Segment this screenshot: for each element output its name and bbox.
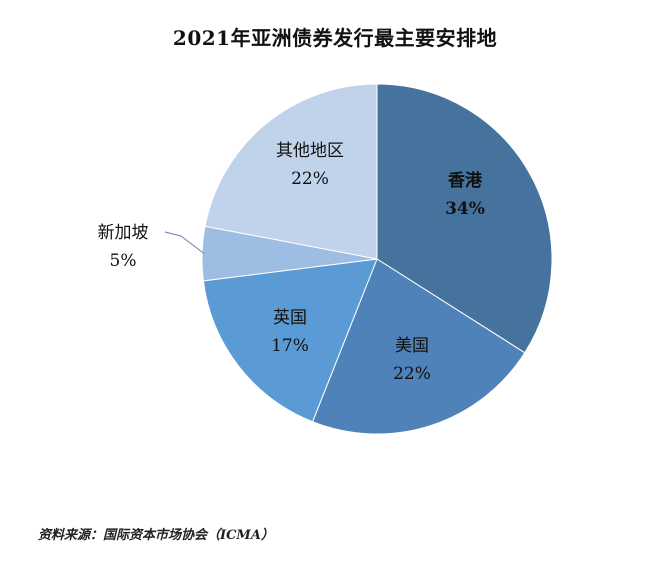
slice-labels: 香港 34% 美国 22% 英国 17% 新加坡 5% 其他地区 22%	[98, 141, 485, 384]
leader-line-3	[164, 231, 205, 255]
slice-label-3: 新加坡	[98, 223, 149, 243]
pie-slices	[201, 83, 553, 435]
slice-label-4: 其他地区	[276, 141, 344, 161]
slice-value-1: 22%	[393, 364, 431, 384]
slice-label-0: 香港	[448, 170, 483, 191]
leader-lines	[164, 231, 205, 255]
pie-slice-1	[311, 258, 526, 435]
slice-value-2: 17%	[271, 336, 309, 356]
pie-slice-4	[204, 83, 378, 260]
slice-value-0: 34%	[445, 199, 485, 219]
slice-value-4: 22%	[291, 169, 329, 189]
source-note: 资料来源：国际资本市场协会（ICMA）	[38, 528, 274, 543]
slice-value-3: 5%	[110, 251, 137, 271]
chart-title: 2021年亚洲债券发行最主要安排地	[172, 26, 498, 50]
slice-label-1: 美国	[395, 336, 429, 356]
pie-slice-2	[202, 258, 378, 423]
pie-slice-0	[376, 83, 553, 354]
slice-label-2: 英国	[273, 308, 307, 328]
